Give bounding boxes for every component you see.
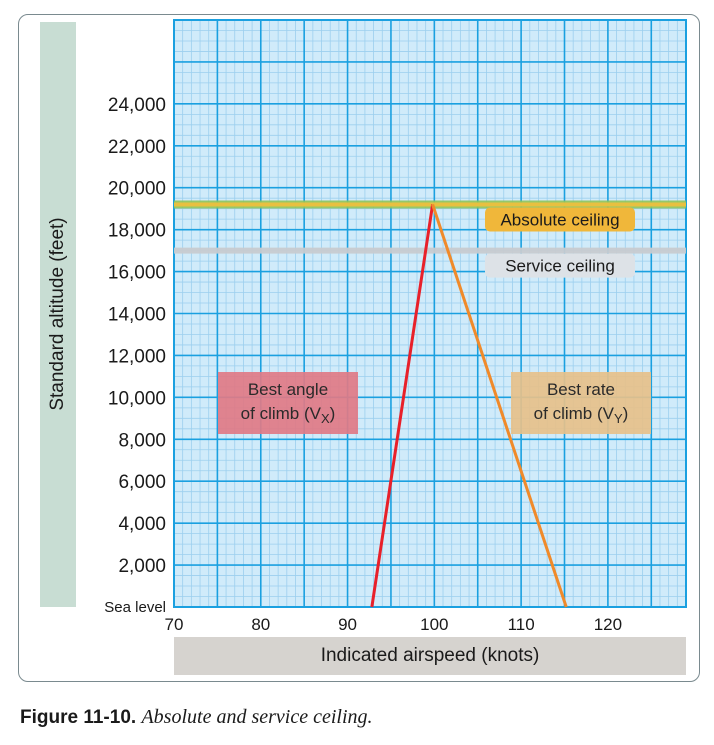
major-grid (174, 20, 686, 607)
y-tick-label: 18,000 (108, 221, 166, 242)
best-rate-box (511, 372, 651, 434)
best-rate-box-line2: of climb (VY) (534, 404, 629, 426)
y-tick-label: 2,000 (118, 556, 166, 577)
y-tick-label-sea-level: Sea level (104, 599, 166, 616)
y-tick-label: 16,000 (108, 263, 166, 284)
y-tick-label: 6,000 (118, 472, 166, 493)
absolute-ceiling-tag (485, 207, 635, 232)
absolute-ceiling-label: Absolute ceiling (500, 210, 619, 229)
figure-number: Figure 11-10. (20, 707, 137, 728)
x-tick-label: 80 (251, 615, 270, 634)
service-ceiling-line (174, 247, 686, 254)
x-tick-label: 100 (420, 615, 448, 634)
x-tick-label: 70 (165, 615, 184, 634)
best-angle-box-line1: Best angle (248, 380, 328, 399)
best-rate-box-line1: Best rate (547, 380, 615, 399)
x-axis-label: Indicated airspeed (knots) (320, 645, 540, 666)
series-line-best-rate (431, 204, 568, 608)
x-tick-label: 110 (508, 615, 535, 634)
figure-caption: Figure 11-10. Absolute and service ceili… (20, 706, 373, 729)
y-tick-label: 4,000 (118, 514, 166, 535)
x-tick-label: 90 (338, 615, 357, 634)
plot-border (173, 19, 687, 608)
y-tick-label: 8,000 (118, 430, 166, 451)
figure-caption-text: Absolute and service ceiling. (141, 706, 373, 728)
y-tick-label: 22,000 (108, 137, 166, 158)
best-angle-box (218, 372, 358, 434)
best-angle-box-line2: of climb (VX) (241, 404, 336, 426)
absolute-ceiling-line (174, 202, 686, 207)
y-tick-label: 12,000 (108, 346, 166, 367)
y-tick-label: 14,000 (108, 305, 166, 326)
y-axis-label-bar (40, 22, 76, 607)
x-tick-label: 120 (594, 615, 622, 634)
x-axis-label-bar (174, 637, 686, 675)
y-tick-label: 10,000 (108, 388, 166, 409)
series-line-best-angle (370, 204, 435, 608)
y-tick-label: 24,000 (108, 95, 166, 116)
service-ceiling-tag (485, 253, 635, 278)
service-ceiling-label: Service ceiling (505, 257, 615, 276)
y-tick-label: 20,000 (108, 179, 166, 200)
minor-grid (174, 20, 687, 607)
